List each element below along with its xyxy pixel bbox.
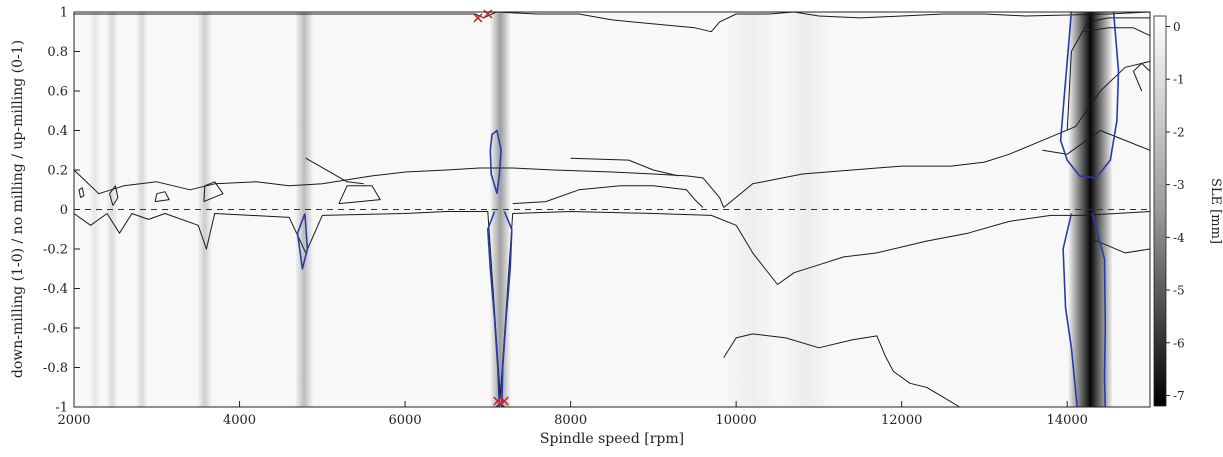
colorbar-ticks: 0 -1 -2 -3 -4 -5 -6 -7 [1166, 20, 1185, 403]
x-tick-label: 10000 [715, 413, 756, 428]
stability-contour [1091, 213, 1107, 407]
contour-line [1132, 62, 1150, 92]
colorbar-tick-label: -4 [1173, 231, 1185, 245]
x-tick-label: 4000 [223, 413, 256, 428]
cross-marker [473, 13, 483, 23]
colorbar-tick-label: -7 [1173, 389, 1185, 403]
y-axis-ticks: -1 -0.8 -0.6 -0.4 -0.2 0 0.2 0.4 0.6 0.8 1 [43, 6, 80, 416]
contour-line [154, 191, 170, 203]
contour-line [109, 185, 119, 206]
y-tick-label: 0.4 [47, 124, 68, 139]
x-axis-label: Spindle speed [rpm] [540, 431, 684, 447]
y-tick-label: -0.4 [43, 282, 68, 297]
x-tick-label: 8000 [554, 413, 587, 428]
contour-line [1091, 238, 1150, 254]
contour-line [570, 157, 679, 177]
colorbar-label: SLE [mm] [1208, 178, 1223, 244]
contour-line [338, 185, 381, 205]
heatmap-band [88, 12, 101, 407]
stability-contour [296, 213, 309, 270]
contour-line [723, 60, 1150, 208]
y-tick-label: 0.8 [47, 45, 68, 60]
colorbar-tick-label: -5 [1173, 284, 1185, 298]
y-tick-label: 0.6 [47, 85, 68, 100]
colorbar-tick-label: -2 [1173, 125, 1185, 139]
y-tick-label: 1 [60, 6, 68, 21]
y-tick-label: 0.2 [47, 164, 68, 179]
contour-line [723, 333, 960, 407]
contour-line [512, 185, 704, 208]
contour-line [78, 187, 85, 199]
stability-contour [501, 211, 513, 407]
colorbar-tick-label: -3 [1173, 178, 1185, 192]
colorbar-tick-label: -6 [1173, 336, 1185, 350]
x-axis-ticks: 2000 4000 6000 8000 10000 12000 14000 [57, 401, 1088, 428]
contour-line [1042, 130, 1150, 155]
stability-contour [489, 129, 502, 194]
contour-line [74, 167, 725, 208]
colorbar [1153, 15, 1167, 407]
contour-line [305, 157, 364, 185]
stability-contour [1059, 12, 1120, 179]
y-tick-label: -0.8 [43, 361, 68, 376]
marker-layer [473, 9, 509, 406]
y-tick-label: -0.6 [43, 322, 68, 337]
heatmap-band [197, 12, 213, 407]
heatmap-band [489, 12, 511, 407]
contour-line [1083, 27, 1150, 37]
y-axis-label: down-milling (1-0) / no milling / up-mil… [10, 40, 26, 378]
cross-marker [493, 396, 503, 406]
y-tick-label: 0 [60, 203, 68, 218]
y-tick-label: -0.2 [43, 243, 68, 258]
cross-marker [499, 396, 509, 406]
x-tick-label: 14000 [1047, 413, 1088, 428]
contour-lines [74, 12, 1150, 407]
x-tick-label: 6000 [389, 413, 422, 428]
stability-contour [1062, 213, 1078, 407]
contour-line [203, 181, 224, 203]
heatmap-band [294, 12, 314, 407]
y-tick-label: -1 [55, 401, 68, 416]
colorbar-tick-label: 0 [1173, 20, 1181, 34]
x-tick-label: 2000 [57, 413, 90, 428]
colorbar-tick-label: -1 [1173, 73, 1185, 87]
contour-line [74, 12, 1150, 33]
x-tick-label: 12000 [881, 413, 922, 428]
contour-line [1066, 17, 1150, 131]
stability-contour [486, 211, 501, 407]
cross-marker [483, 9, 493, 19]
